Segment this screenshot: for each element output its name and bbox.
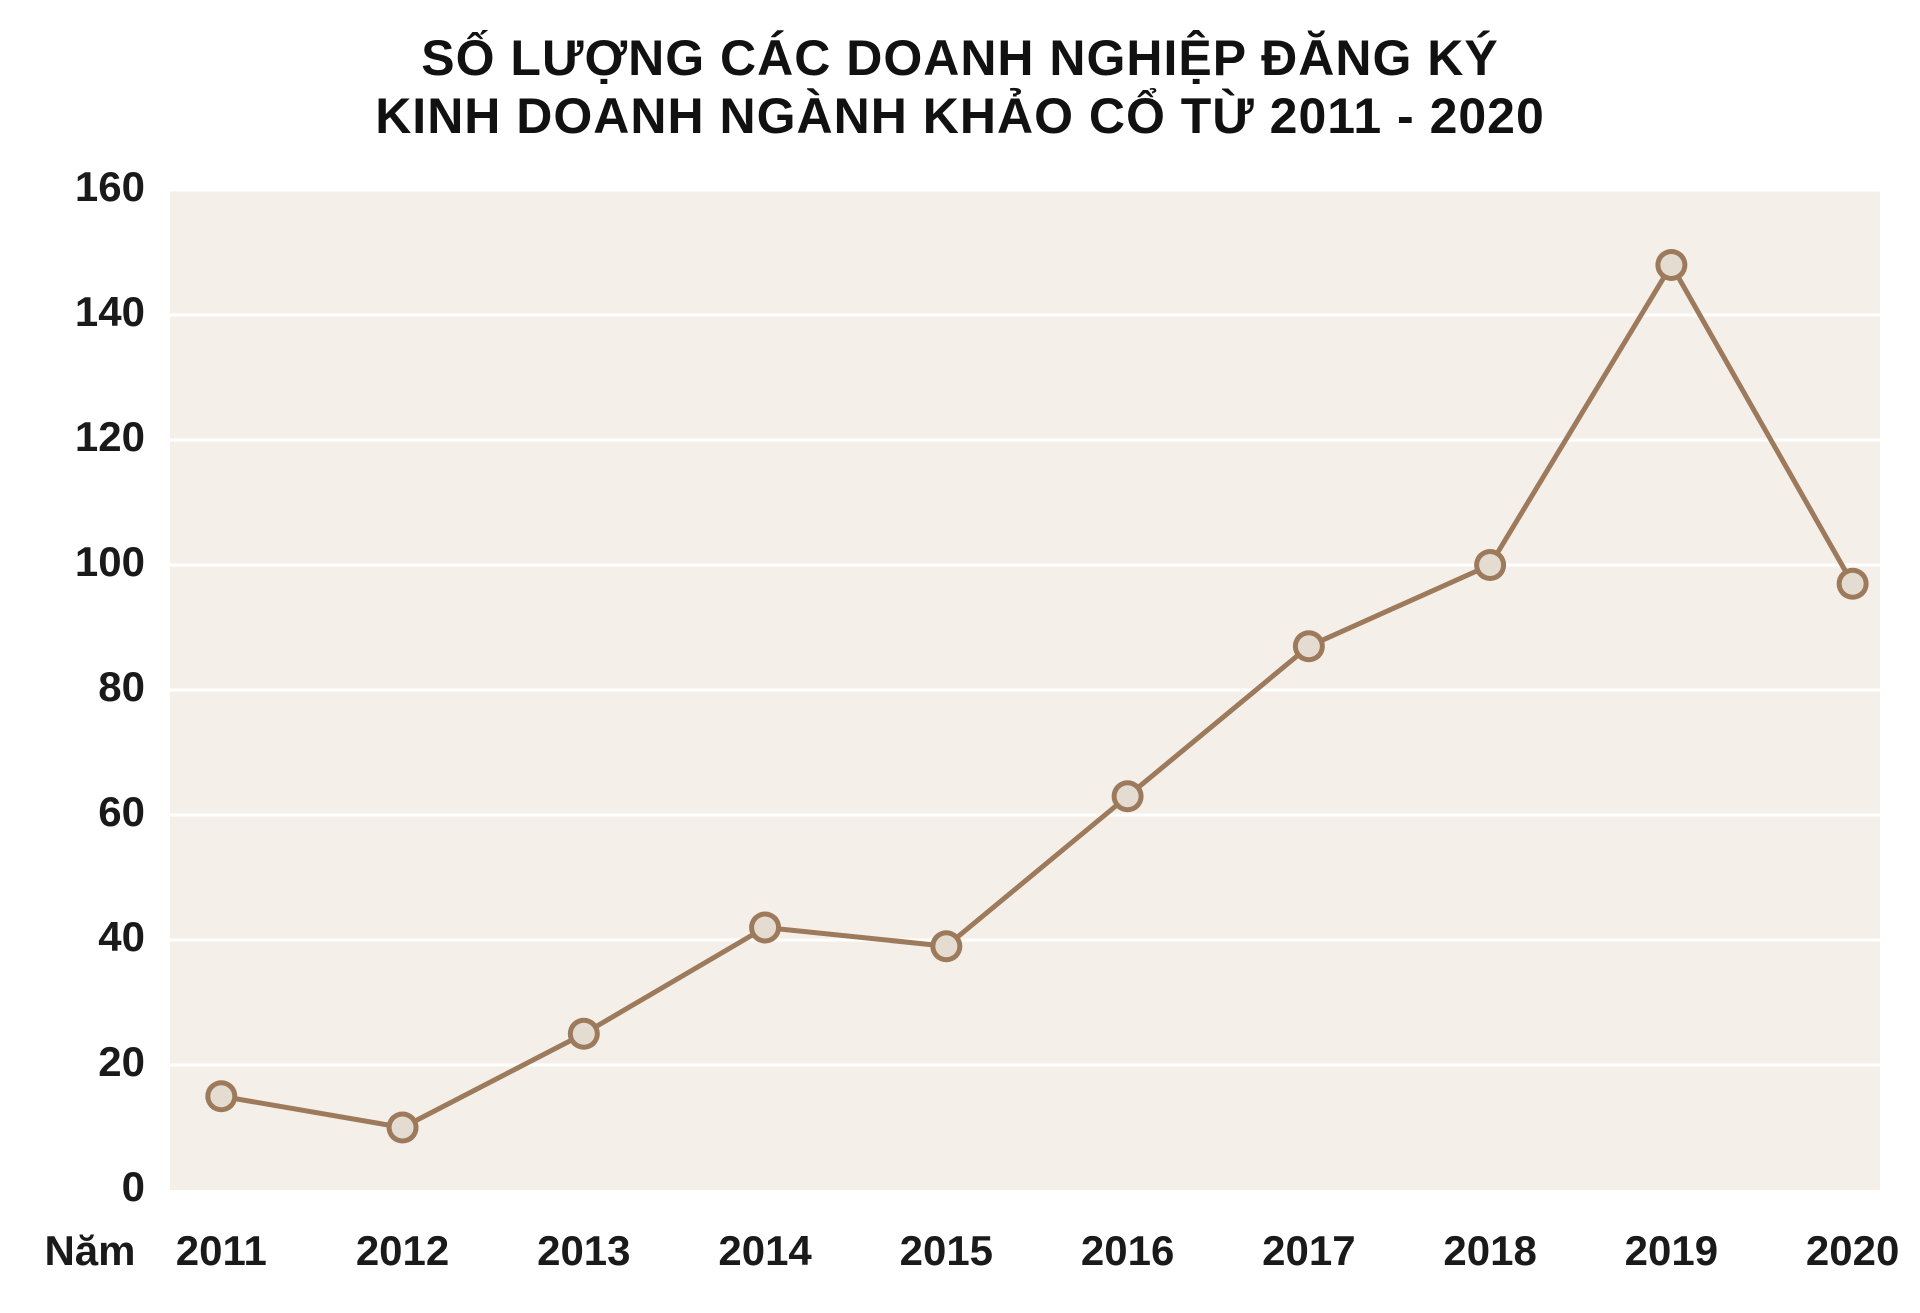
data-point-inner (573, 1023, 595, 1045)
line-chart: 0 20 40 60 80 100 120 140 160 2011 2012 2013 2014 201… (0, 0, 1920, 1313)
y-tick-label: 40 (98, 913, 145, 960)
x-tick-label: 2013 (537, 1227, 630, 1274)
x-tick-label: 2020 (1806, 1227, 1899, 1274)
x-tick-label: 2018 (1443, 1227, 1536, 1274)
x-tick-label: 2015 (900, 1227, 993, 1274)
x-tick-label: 2014 (718, 1227, 812, 1274)
chart-container: SỐ LƯỢNG CÁC DOANH NGHIỆP ĐĂNG KÝ KINH D… (0, 0, 1920, 1313)
y-tick-label: 60 (98, 788, 145, 835)
x-tick-label: 2012 (356, 1227, 449, 1274)
y-tick-label: 120 (75, 413, 145, 460)
data-point-inner (1117, 785, 1139, 807)
x-tick-label: 2017 (1262, 1227, 1355, 1274)
data-point-inner (210, 1085, 232, 1107)
data-point-inner (392, 1117, 414, 1139)
x-axis-label: Năm (44, 1227, 135, 1274)
x-tick-label: 2019 (1625, 1227, 1718, 1274)
x-tick-label: 2016 (1081, 1227, 1174, 1274)
x-tick-label: 2011 (176, 1227, 267, 1274)
data-point-inner (935, 935, 957, 957)
chart-title: SỐ LƯỢNG CÁC DOANH NGHIỆP ĐĂNG KÝ KINH D… (0, 30, 1920, 145)
data-point-inner (1298, 635, 1320, 657)
title-line-1: SỐ LƯỢNG CÁC DOANH NGHIỆP ĐĂNG KÝ (0, 30, 1920, 88)
y-tick-label: 140 (75, 288, 145, 335)
y-tick-label: 100 (75, 538, 145, 585)
y-tick-label: 20 (98, 1038, 145, 1085)
y-tick-label: 0 (122, 1163, 145, 1210)
data-point-inner (1660, 254, 1682, 276)
y-tick-label: 80 (98, 663, 145, 710)
y-tick-label: 160 (75, 163, 145, 210)
title-line-2: KINH DOANH NGÀNH KHẢO CỔ TỪ 2011 - 2020 (0, 88, 1920, 146)
data-point-inner (1479, 554, 1501, 576)
data-point-inner (1842, 573, 1864, 595)
data-point-inner (754, 917, 776, 939)
